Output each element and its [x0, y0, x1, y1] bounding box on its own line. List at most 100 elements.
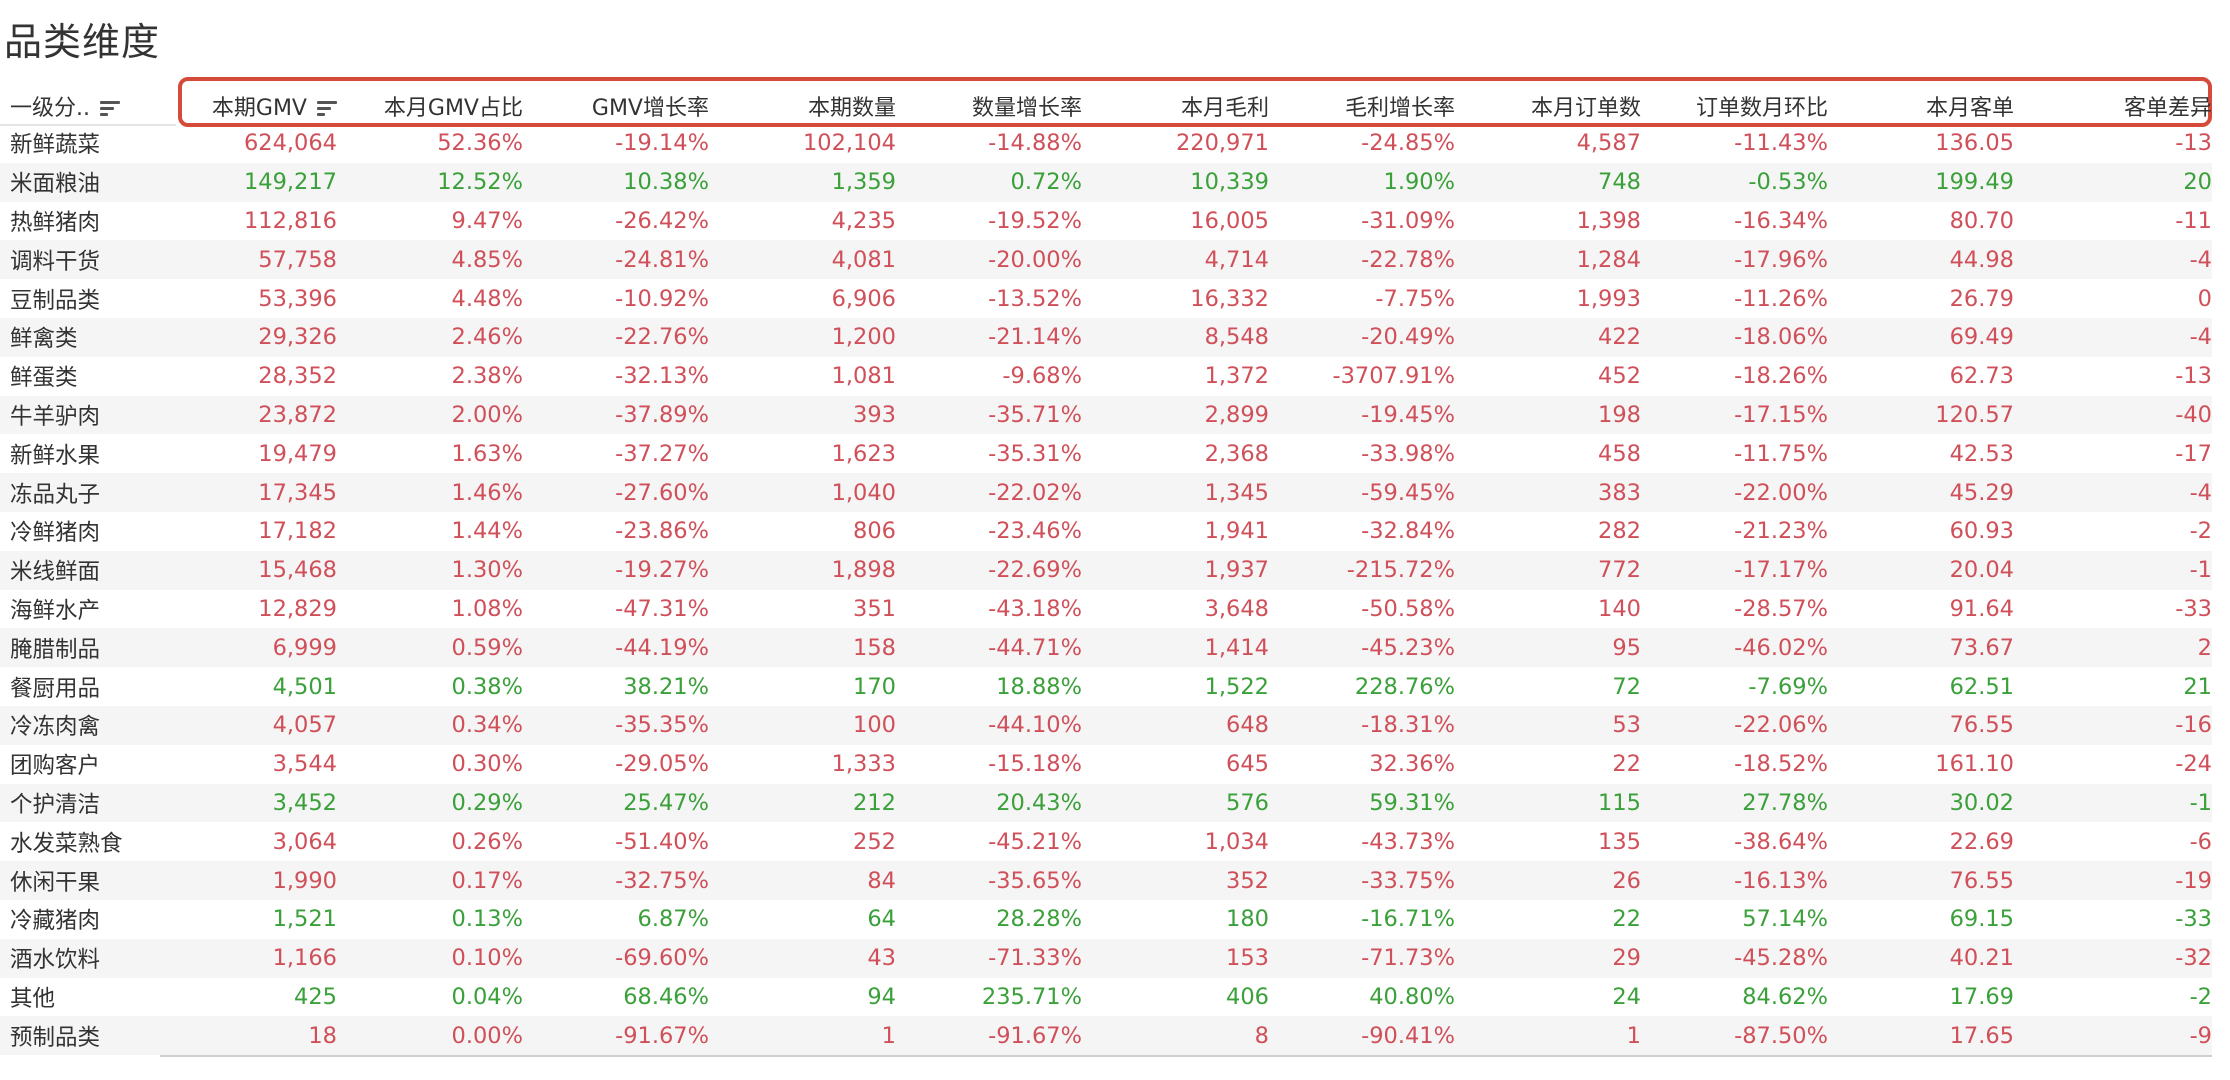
sort-icon[interactable] — [100, 100, 120, 118]
table-row[interactable]: 腌腊制品 6,999 0.59% -44.19% 158 -44.71% 1,414 -45.… — [0, 628, 2212, 668]
orders-cell: 22 — [1612, 751, 1641, 778]
gmv-growth-cell: 6.87% — [637, 906, 709, 933]
table-row[interactable]: 热鲜猪肉 112,816 9.47% -26.42% 4,235 -19.52% 16,00… — [0, 202, 2212, 241]
profit-cell: 576 — [1226, 789, 1269, 816]
profit-cell: 1,941 — [1204, 518, 1269, 545]
quantity-growth-cell: 0.72% — [1010, 169, 1082, 196]
profit-cell: 10,339 — [1190, 169, 1269, 196]
table-row[interactable]: 休闲干果 1,990 0.17% -32.75% 84 -35.65% 352 -33.75%… — [0, 861, 2212, 900]
orders-mom-cell: -18.06% — [1734, 324, 1828, 351]
quantity-growth-cell: -35.31% — [988, 440, 1082, 467]
category-cell: 热鲜猪肉 — [10, 209, 101, 236]
quantity-cell: 1 — [881, 1022, 896, 1049]
aov-cell: 62.73 — [1949, 363, 2014, 390]
column-header-category[interactable]: 一级分.. — [0, 90, 176, 122]
table-row[interactable]: 个护清洁 3,452 0.29% 25.47% 212 20.43% 576 59.31% 11… — [0, 783, 2212, 823]
table-row[interactable]: 冻品丸子 17,345 1.46% -27.60% 1,040 -22.02% 1,345 -… — [0, 473, 2212, 512]
gmv-cell: 23,872 — [258, 401, 337, 428]
aov-cell: 91.64 — [1949, 595, 2014, 622]
quantity-cell: 4,081 — [831, 246, 896, 273]
aov-diff-cell: -33 — [2175, 906, 2212, 933]
table-row[interactable]: 海鲜水产 12,829 1.08% -47.31% 351 -43.18% 3,648 -50… — [0, 590, 2212, 629]
orders-cell: 135 — [1598, 828, 1641, 855]
sort-icon[interactable] — [317, 100, 337, 118]
gmv-growth-cell: -37.27% — [615, 440, 709, 467]
table-row[interactable]: 牛羊驴肉 23,872 2.00% -37.89% 393 -35.71% 2,899 -19… — [0, 395, 2212, 435]
gmv-cell: 3,064 — [272, 828, 337, 855]
gmv-growth-cell: 68.46% — [623, 983, 709, 1010]
table-row[interactable]: 米线鲜面 15,468 1.30% -19.27% 1,898 -22.69% 1,937 -… — [0, 550, 2212, 590]
table-row[interactable]: 餐厨用品 4,501 0.38% 38.21% 170 18.88% 1,522 228.76… — [0, 667, 2212, 706]
orders-cell: 1,284 — [1576, 246, 1641, 273]
table-row[interactable]: 米面粮油 149,217 12.52% 10.38% 1,359 0.72% 10,339 1… — [0, 162, 2212, 202]
orders-mom-cell: -46.02% — [1734, 634, 1828, 661]
column-header-orders-mom[interactable]: 订单数月环比 — [1695, 96, 1828, 121]
column-header-quantity[interactable]: 本期数量 — [807, 96, 896, 121]
quantity-cell: 1,359 — [831, 169, 896, 196]
aov-cell: 76.55 — [1949, 712, 2014, 739]
category-cell: 冻品丸子 — [10, 481, 101, 508]
quantity-growth-cell: -14.88% — [988, 130, 1082, 157]
profit-cell: 1,372 — [1204, 363, 1269, 390]
gmv-growth-cell: -51.40% — [615, 828, 709, 855]
aov-cell: 199.49 — [1935, 169, 2014, 196]
column-header-profit[interactable]: 本月毛利 — [1180, 96, 1269, 121]
profit-cell: 16,005 — [1190, 207, 1269, 234]
category-cell: 酒水饮料 — [10, 947, 101, 974]
table-row[interactable]: 预制品类 18 0.00% -91.67% 1 -91.67% 8 -90.41% 1 -87.5… — [0, 1016, 2212, 1056]
quantity-cell: 1,623 — [831, 440, 896, 467]
table-row[interactable]: 冷鲜猪肉 17,182 1.44% -23.86% 806 -23.46% 1,941 -32… — [0, 512, 2212, 551]
aov-diff-cell: -2 — [2189, 983, 2212, 1010]
column-header-quantity-growth[interactable]: 数量增长率 — [971, 96, 1082, 121]
table-row[interactable]: 新鲜蔬菜 624,064 52.36% -19.14% 102,104 -14.88% 22… — [0, 124, 2212, 163]
table-row[interactable]: 冷冻肉禽 4,057 0.34% -35.35% 100 -44.10% 648 -18.31… — [0, 705, 2212, 745]
quantity-cell: 212 — [853, 789, 896, 816]
gmv-share-cell: 0.29% — [451, 789, 523, 816]
table-row[interactable]: 新鲜水果 19,479 1.63% -37.27% 1,623 -35.31% 2,368 -… — [0, 434, 2212, 473]
quantity-growth-cell: 18.88% — [996, 673, 1082, 700]
category-cell: 餐厨用品 — [10, 675, 101, 702]
orders-mom-cell: -16.13% — [1734, 867, 1828, 894]
aov-diff-cell: -11 — [2175, 207, 2212, 234]
table-row[interactable]: 调料干货 57,758 4.85% -24.81% 4,081 -20.00% 4,714 -… — [0, 240, 2212, 280]
column-header-gmv-share[interactable]: 本月GMV占比 — [383, 96, 523, 121]
table-row[interactable]: 团购客户 3,544 0.30% -29.05% 1,333 -15.18% 645 32.3… — [0, 745, 2212, 784]
column-header-gmv-growth[interactable]: GMV增长率 — [591, 96, 709, 121]
orders-mom-cell: 57.14% — [1742, 906, 1828, 933]
header-divider — [0, 124, 176, 126]
aov-diff-cell: -33 — [2175, 595, 2212, 622]
gmv-share-cell: 12.52% — [437, 169, 523, 196]
orders-cell: 115 — [1598, 789, 1641, 816]
column-header-profit-growth[interactable]: 毛利增长率 — [1344, 96, 1455, 121]
aov-cell: 26.79 — [1949, 285, 2014, 312]
gmv-growth-cell: -10.92% — [615, 285, 709, 312]
profit-cell: 2,368 — [1204, 440, 1269, 467]
quantity-growth-cell: -45.21% — [988, 828, 1082, 855]
gmv-cell: 17,182 — [258, 518, 337, 545]
quantity-growth-cell: 20.43% — [996, 789, 1082, 816]
table-row[interactable]: 豆制品类 53,396 4.48% -10.92% 6,906 -13.52% 16,332… — [0, 279, 2212, 318]
gmv-share-cell: 0.04% — [451, 983, 523, 1010]
table-row[interactable]: 其他 425 0.04% 68.46% 94 235.71% 406 40.80% 24 84.6… — [0, 978, 2212, 1017]
orders-mom-cell: -17.17% — [1734, 557, 1828, 584]
table-row[interactable]: 鲜蛋类 28,352 2.38% -32.13% 1,081 -9.68% 1,372 -37… — [0, 357, 2212, 396]
table-row[interactable]: 水发菜熟食 3,064 0.26% -51.40% 252 -45.21% 1,034 -43… — [0, 822, 2212, 861]
column-header-aov[interactable]: 本月客单 — [1925, 96, 2014, 121]
gmv-share-cell: 0.59% — [451, 634, 523, 661]
orders-cell: 140 — [1598, 595, 1641, 622]
column-header-gmv[interactable]: 本期GMV — [176, 90, 337, 122]
column-header-aov-diff[interactable]: 客单差异 — [2123, 96, 2212, 121]
orders-mom-cell: 84.62% — [1742, 983, 1828, 1010]
gmv-share-cell: 0.34% — [451, 712, 523, 739]
table-row[interactable]: 鲜禽类 29,326 2.46% -22.76% 1,200 -21.14% 8,548 -2… — [0, 317, 2212, 357]
category-cell: 鲜禽类 — [10, 326, 78, 353]
category-cell: 预制品类 — [10, 1024, 101, 1051]
profit-cell: 648 — [1226, 712, 1269, 739]
table-row[interactable]: 冷藏猪肉 1,521 0.13% 6.87% 64 28.28% 180 -16.71% 22 5… — [0, 900, 2212, 939]
gmv-share-cell: 0.13% — [451, 906, 523, 933]
orders-mom-cell: -18.52% — [1734, 751, 1828, 778]
category-cell: 冷鲜猪肉 — [10, 520, 101, 547]
table-row[interactable]: 酒水饮料 1,166 0.10% -69.60% 43 -71.33% 153 -71.73%… — [0, 938, 2212, 978]
column-header-orders[interactable]: 本月订单数 — [1530, 96, 1641, 121]
orders-mom-cell: -11.26% — [1734, 285, 1828, 312]
